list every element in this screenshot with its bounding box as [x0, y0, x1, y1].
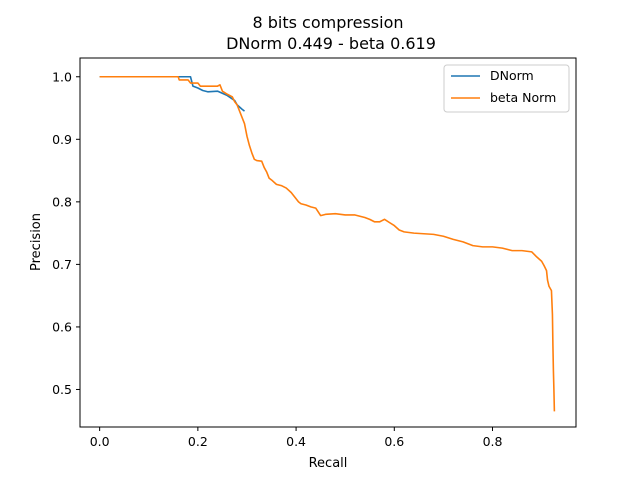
series-line-beta-norm [99, 75, 556, 412]
y-tick-label: 0.7 [52, 257, 72, 272]
x-tick-label: 0.0 [90, 434, 110, 449]
legend: DNorm beta Norm [443, 64, 570, 113]
x-tick-label: 0.6 [384, 434, 404, 449]
x-tick-label: 0.2 [188, 434, 208, 449]
plot-frame [79, 57, 577, 428]
legend-label-dnorm: DNorm [490, 68, 534, 83]
y-tick-label: 0.6 [52, 319, 72, 334]
y-tick-label: 1.0 [52, 69, 72, 84]
legend-label-beta-norm: beta Norm [490, 90, 556, 105]
y-tick-label: 0.9 [52, 132, 72, 147]
y-tick-label: 0.5 [52, 382, 72, 397]
y-axis-label: Precision [29, 213, 44, 271]
series-lines [99, 75, 556, 412]
x-tick-label: 0.8 [483, 434, 503, 449]
x-axis-ticks: 0.0 0.2 0.4 0.6 0.8 [90, 427, 503, 449]
y-axis-ticks: 0.5 0.6 0.7 0.8 0.9 1.0 [52, 69, 80, 397]
x-axis-label: Recall [309, 456, 348, 471]
x-tick-label: 0.4 [286, 434, 306, 449]
chart-subtitle: DNorm 0.449 - beta 0.619 [226, 34, 436, 53]
chart-title: 8 bits compression [252, 13, 403, 32]
y-tick-label: 0.8 [52, 194, 72, 209]
